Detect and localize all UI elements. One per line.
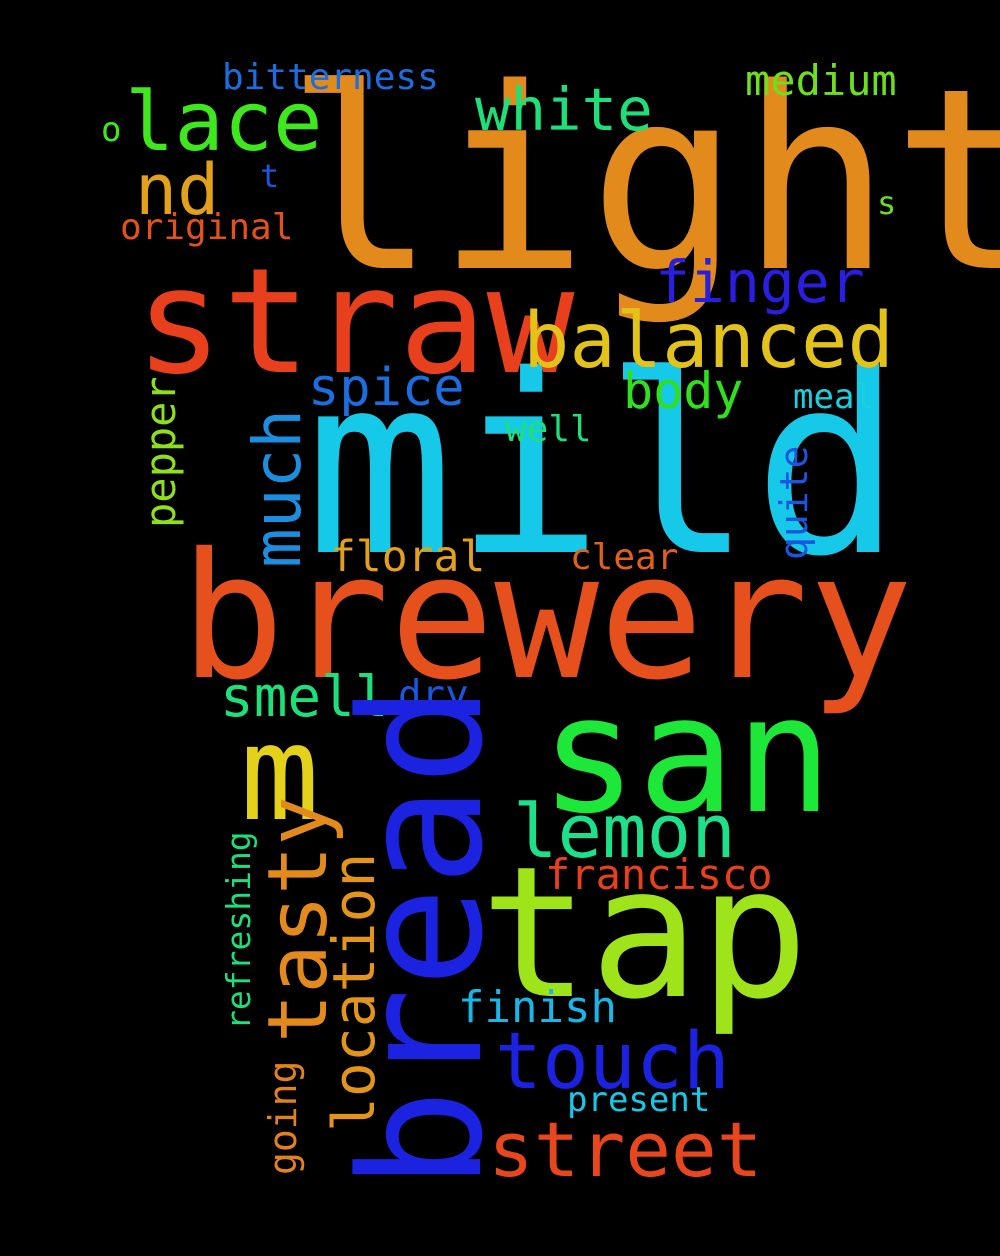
word-well: well	[505, 409, 592, 450]
word-t: t	[260, 157, 280, 195]
word-s: s	[877, 184, 897, 222]
word-present: present	[567, 1080, 711, 1120]
word-street: street	[488, 1105, 763, 1194]
word-floral: floral	[330, 532, 486, 582]
word-straw: straw	[135, 237, 575, 407]
word-brewery: brewery	[180, 516, 914, 719]
word-finish: finish	[458, 982, 617, 1033]
word-san: san	[540, 662, 833, 850]
word-finger: finger	[655, 248, 865, 316]
word-touch: touch	[495, 1017, 730, 1107]
word-m: m	[240, 697, 320, 851]
word-lace: lace	[125, 75, 323, 170]
word-pepper: pepper	[136, 376, 185, 528]
word-dry: dry	[398, 673, 469, 718]
word-original: original	[120, 207, 294, 248]
word-o: o	[101, 110, 122, 150]
word-meal: meal	[793, 377, 875, 417]
word-light: light	[285, 35, 1000, 328]
word-nd: nd	[135, 149, 220, 231]
word-location: location	[320, 852, 388, 1132]
word-francisco: francisco	[545, 850, 773, 899]
word-balanced: balanced	[523, 297, 894, 386]
word-refreshing: refreshing	[219, 831, 258, 1030]
word-white: white	[475, 75, 653, 144]
word-bitterness: bitterness	[222, 57, 439, 98]
word-lemon: lemon	[513, 789, 736, 875]
word-smell: smell	[220, 665, 389, 730]
word-medium: medium	[745, 56, 897, 105]
word-body: body	[623, 362, 744, 420]
word-much: much	[239, 409, 316, 568]
word-clear: clear	[570, 537, 679, 578]
word-going: going	[261, 1060, 305, 1175]
word-tap: tap	[480, 827, 809, 1039]
word-mild: mild	[305, 323, 903, 611]
word-spice: spice	[308, 358, 465, 418]
word-quite: quite	[772, 445, 816, 560]
